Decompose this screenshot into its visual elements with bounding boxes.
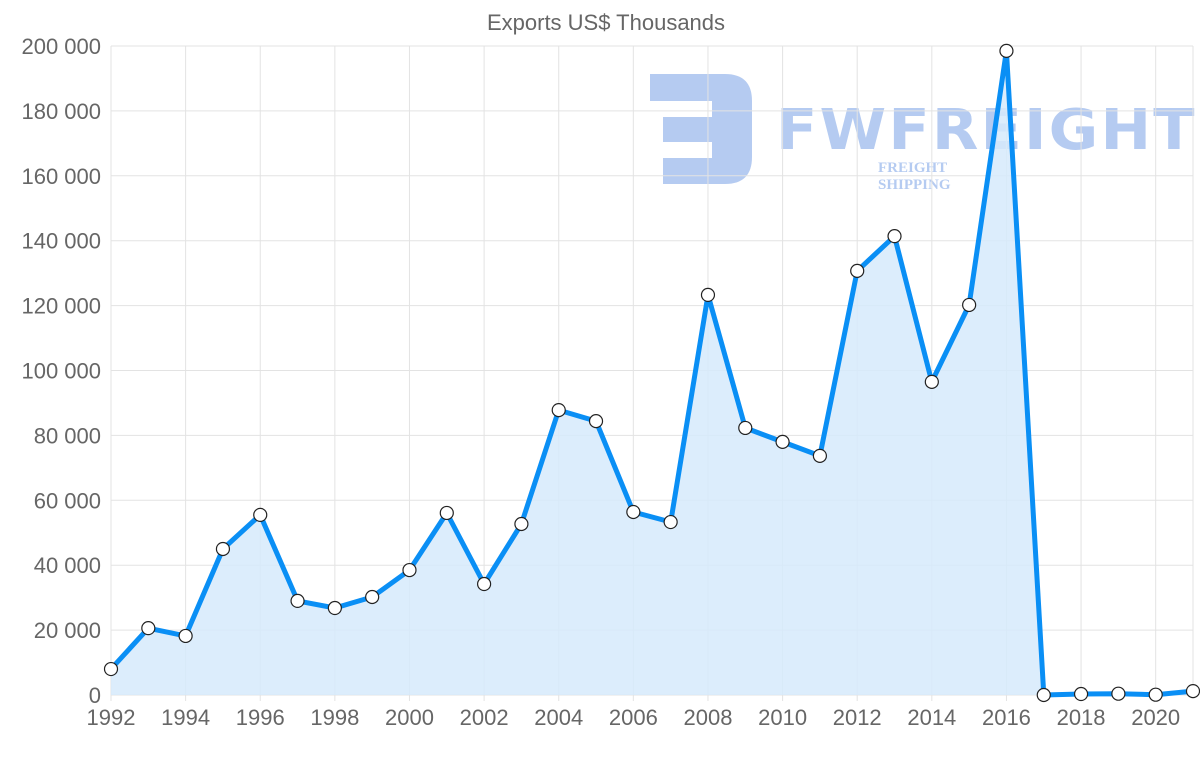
data-point <box>290 593 305 608</box>
y-tick-label: 120 000 <box>21 294 101 319</box>
data-point <box>1148 687 1163 702</box>
data-point <box>1185 684 1200 699</box>
data-point <box>215 541 231 557</box>
y-tick-label: 80 000 <box>34 423 101 448</box>
y-tick-label: 40 000 <box>34 553 101 578</box>
y-tick-label: 140 000 <box>21 229 101 254</box>
series-area <box>111 50 1193 695</box>
y-tick-label: 160 000 <box>21 164 101 189</box>
data-point <box>439 505 454 521</box>
chart-title: Exports US$ Thousands <box>487 10 725 35</box>
data-point <box>477 576 492 592</box>
x-tick-label: 2020 <box>1131 705 1180 730</box>
data-point <box>1073 686 1089 702</box>
data-point <box>663 514 678 530</box>
x-tick-label: 1992 <box>87 705 136 730</box>
data-point <box>738 420 753 436</box>
data-point <box>402 562 417 578</box>
x-tick-label: 2008 <box>683 705 732 730</box>
x-tick-label: 2014 <box>907 705 956 730</box>
x-tick-label: 2012 <box>833 705 882 730</box>
y-tick-label: 100 000 <box>21 359 101 384</box>
y-tick-label: 60 000 <box>34 488 101 513</box>
data-point <box>812 448 827 463</box>
data-point <box>700 287 716 302</box>
x-tick-label: 2006 <box>609 705 658 730</box>
x-tick-label: 2000 <box>385 705 434 730</box>
x-tick-label: 2004 <box>534 705 583 730</box>
data-point <box>253 507 268 523</box>
data-point <box>514 516 529 532</box>
x-tick-label: 2010 <box>758 705 807 730</box>
data-point <box>850 263 865 278</box>
data-point <box>962 297 977 313</box>
series-line <box>109 48 1194 698</box>
data-point <box>141 621 156 636</box>
data-point <box>999 43 1014 58</box>
data-point <box>887 229 902 244</box>
x-tick-label: 1998 <box>310 705 359 730</box>
data-point <box>1036 687 1051 703</box>
y-tick-label: 0 <box>89 683 101 708</box>
x-tick-label: 2016 <box>982 705 1031 730</box>
data-point <box>924 374 939 389</box>
x-tick-label: 2018 <box>1057 705 1106 730</box>
x-tick-label: 1994 <box>161 705 210 730</box>
data-point <box>103 661 119 677</box>
data-point <box>626 504 641 520</box>
y-tick-label: 180 000 <box>21 99 101 124</box>
data-point <box>178 628 193 644</box>
data-point <box>327 600 342 616</box>
x-tick-label: 2002 <box>460 705 509 730</box>
y-tick-label: 20 000 <box>34 618 101 643</box>
data-point <box>365 589 380 605</box>
data-point <box>588 414 604 429</box>
data-point <box>775 434 790 449</box>
data-point <box>1111 686 1126 701</box>
y-tick-label: 200 000 <box>21 34 101 59</box>
data-point <box>551 402 566 418</box>
x-tick-label: 1996 <box>236 705 285 730</box>
